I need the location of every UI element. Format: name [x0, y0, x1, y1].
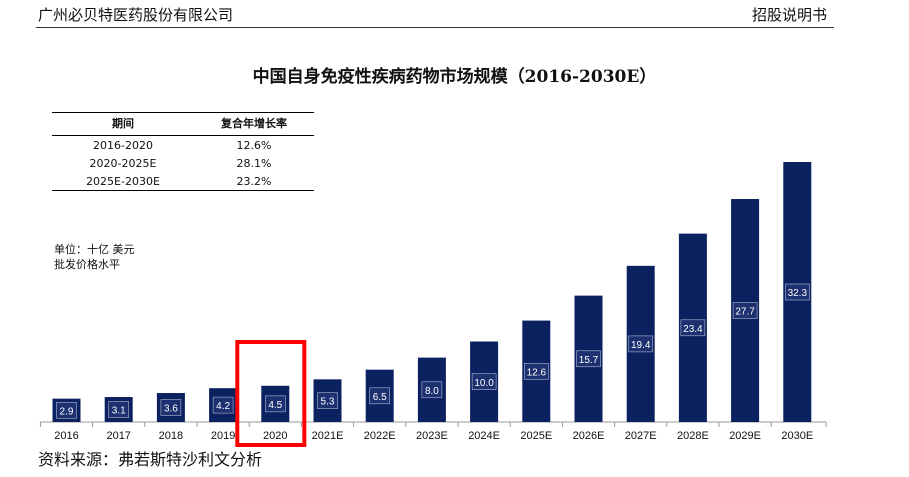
value-label: 10.0	[474, 378, 494, 389]
value-label: 23.4	[683, 324, 703, 335]
value-label-box	[56, 402, 77, 419]
unit-label: 单位：十亿 美元	[54, 243, 135, 256]
value-label: 8.0	[425, 386, 439, 397]
value-label: 3.1	[112, 406, 126, 417]
value-label-box	[732, 302, 758, 319]
rate-cell: 12.6%	[236, 139, 272, 152]
value-label-box	[628, 335, 653, 353]
x-tick-label: 2024E	[468, 430, 500, 442]
value-label-box	[317, 392, 338, 409]
value-label-box	[421, 381, 443, 399]
company-name: 广州必贝特医药股份有限公司	[38, 6, 234, 24]
x-tick-label: 2018	[159, 430, 183, 442]
value-label: 32.3	[788, 288, 808, 299]
value-label: 27.7	[735, 307, 755, 318]
table-row: 2025E-2030E 23.2%	[52, 172, 314, 191]
value-label-box	[369, 387, 390, 405]
x-tick-label: 2025E	[520, 430, 552, 442]
chart-title: 中国自身免疫性疾病药物市场规模（2016-2030E）	[252, 67, 657, 87]
cagr-table: 期间 复合年增长率 2016-2020 12.6% 2020-2025E 28.…	[52, 112, 314, 191]
value-label: 4.2	[216, 401, 230, 412]
x-tick-label: 2030E	[781, 430, 813, 442]
value-label: 3.6	[164, 404, 178, 415]
value-label-box	[785, 283, 810, 301]
value-label-box	[108, 401, 129, 418]
x-tick-label: 2028E	[677, 430, 709, 442]
value-label: 6.5	[373, 392, 387, 403]
value-label-box	[160, 399, 182, 416]
value-label-box	[212, 396, 234, 414]
value-label: 2.9	[60, 406, 74, 417]
value-label: 12.6	[527, 367, 547, 378]
rate-cell: 23.2%	[194, 172, 314, 191]
value-label-box	[471, 373, 497, 391]
value-label-box	[524, 363, 549, 380]
x-tick-label: 2022E	[364, 430, 396, 442]
document-type: 招股说明书	[751, 6, 827, 24]
x-tick-label: 2020	[263, 430, 287, 442]
highlight-box	[235, 340, 307, 447]
rate-cell: 28.1%	[236, 157, 272, 170]
value-label-box	[576, 350, 601, 368]
x-tick-label: 2026E	[573, 430, 605, 442]
source-note: 资料来源：弗若斯特沙利文分析	[38, 450, 263, 469]
x-tick-label: 2016	[54, 430, 78, 442]
value-label-box	[265, 395, 286, 413]
x-tick-label: 2029E	[729, 430, 761, 442]
unit-note: 单位：十亿 美元 批发价格水平	[54, 242, 135, 272]
value-label: 5.3	[321, 397, 335, 408]
table-row: 2016-2020 12.6%	[52, 136, 314, 155]
x-tick-label: 2017	[106, 430, 130, 442]
x-tick-label: 2019	[211, 430, 235, 442]
value-label: 4.5	[268, 400, 282, 411]
x-tick-label: 2023E	[416, 430, 448, 442]
cagr-header: 复合年增长率	[194, 112, 314, 136]
period-cell: 2025E-2030E	[52, 172, 194, 191]
cagr-header-row: 期间 复合年增长率	[52, 112, 314, 136]
value-label: 15.7	[579, 355, 599, 366]
value-label: 19.4	[631, 340, 651, 351]
period-cell: 2020-2025E	[89, 157, 157, 170]
x-tick-label: 2027E	[625, 430, 657, 442]
period-cell: 2016-2020	[93, 139, 153, 152]
price-level-label: 批发价格水平	[54, 258, 120, 271]
value-label-box	[680, 319, 706, 337]
period-header: 期间	[52, 112, 194, 136]
table-row: 2020-2025E 28.1%	[52, 154, 314, 172]
header-rule	[36, 27, 834, 28]
x-tick-label: 2021E	[312, 430, 344, 442]
